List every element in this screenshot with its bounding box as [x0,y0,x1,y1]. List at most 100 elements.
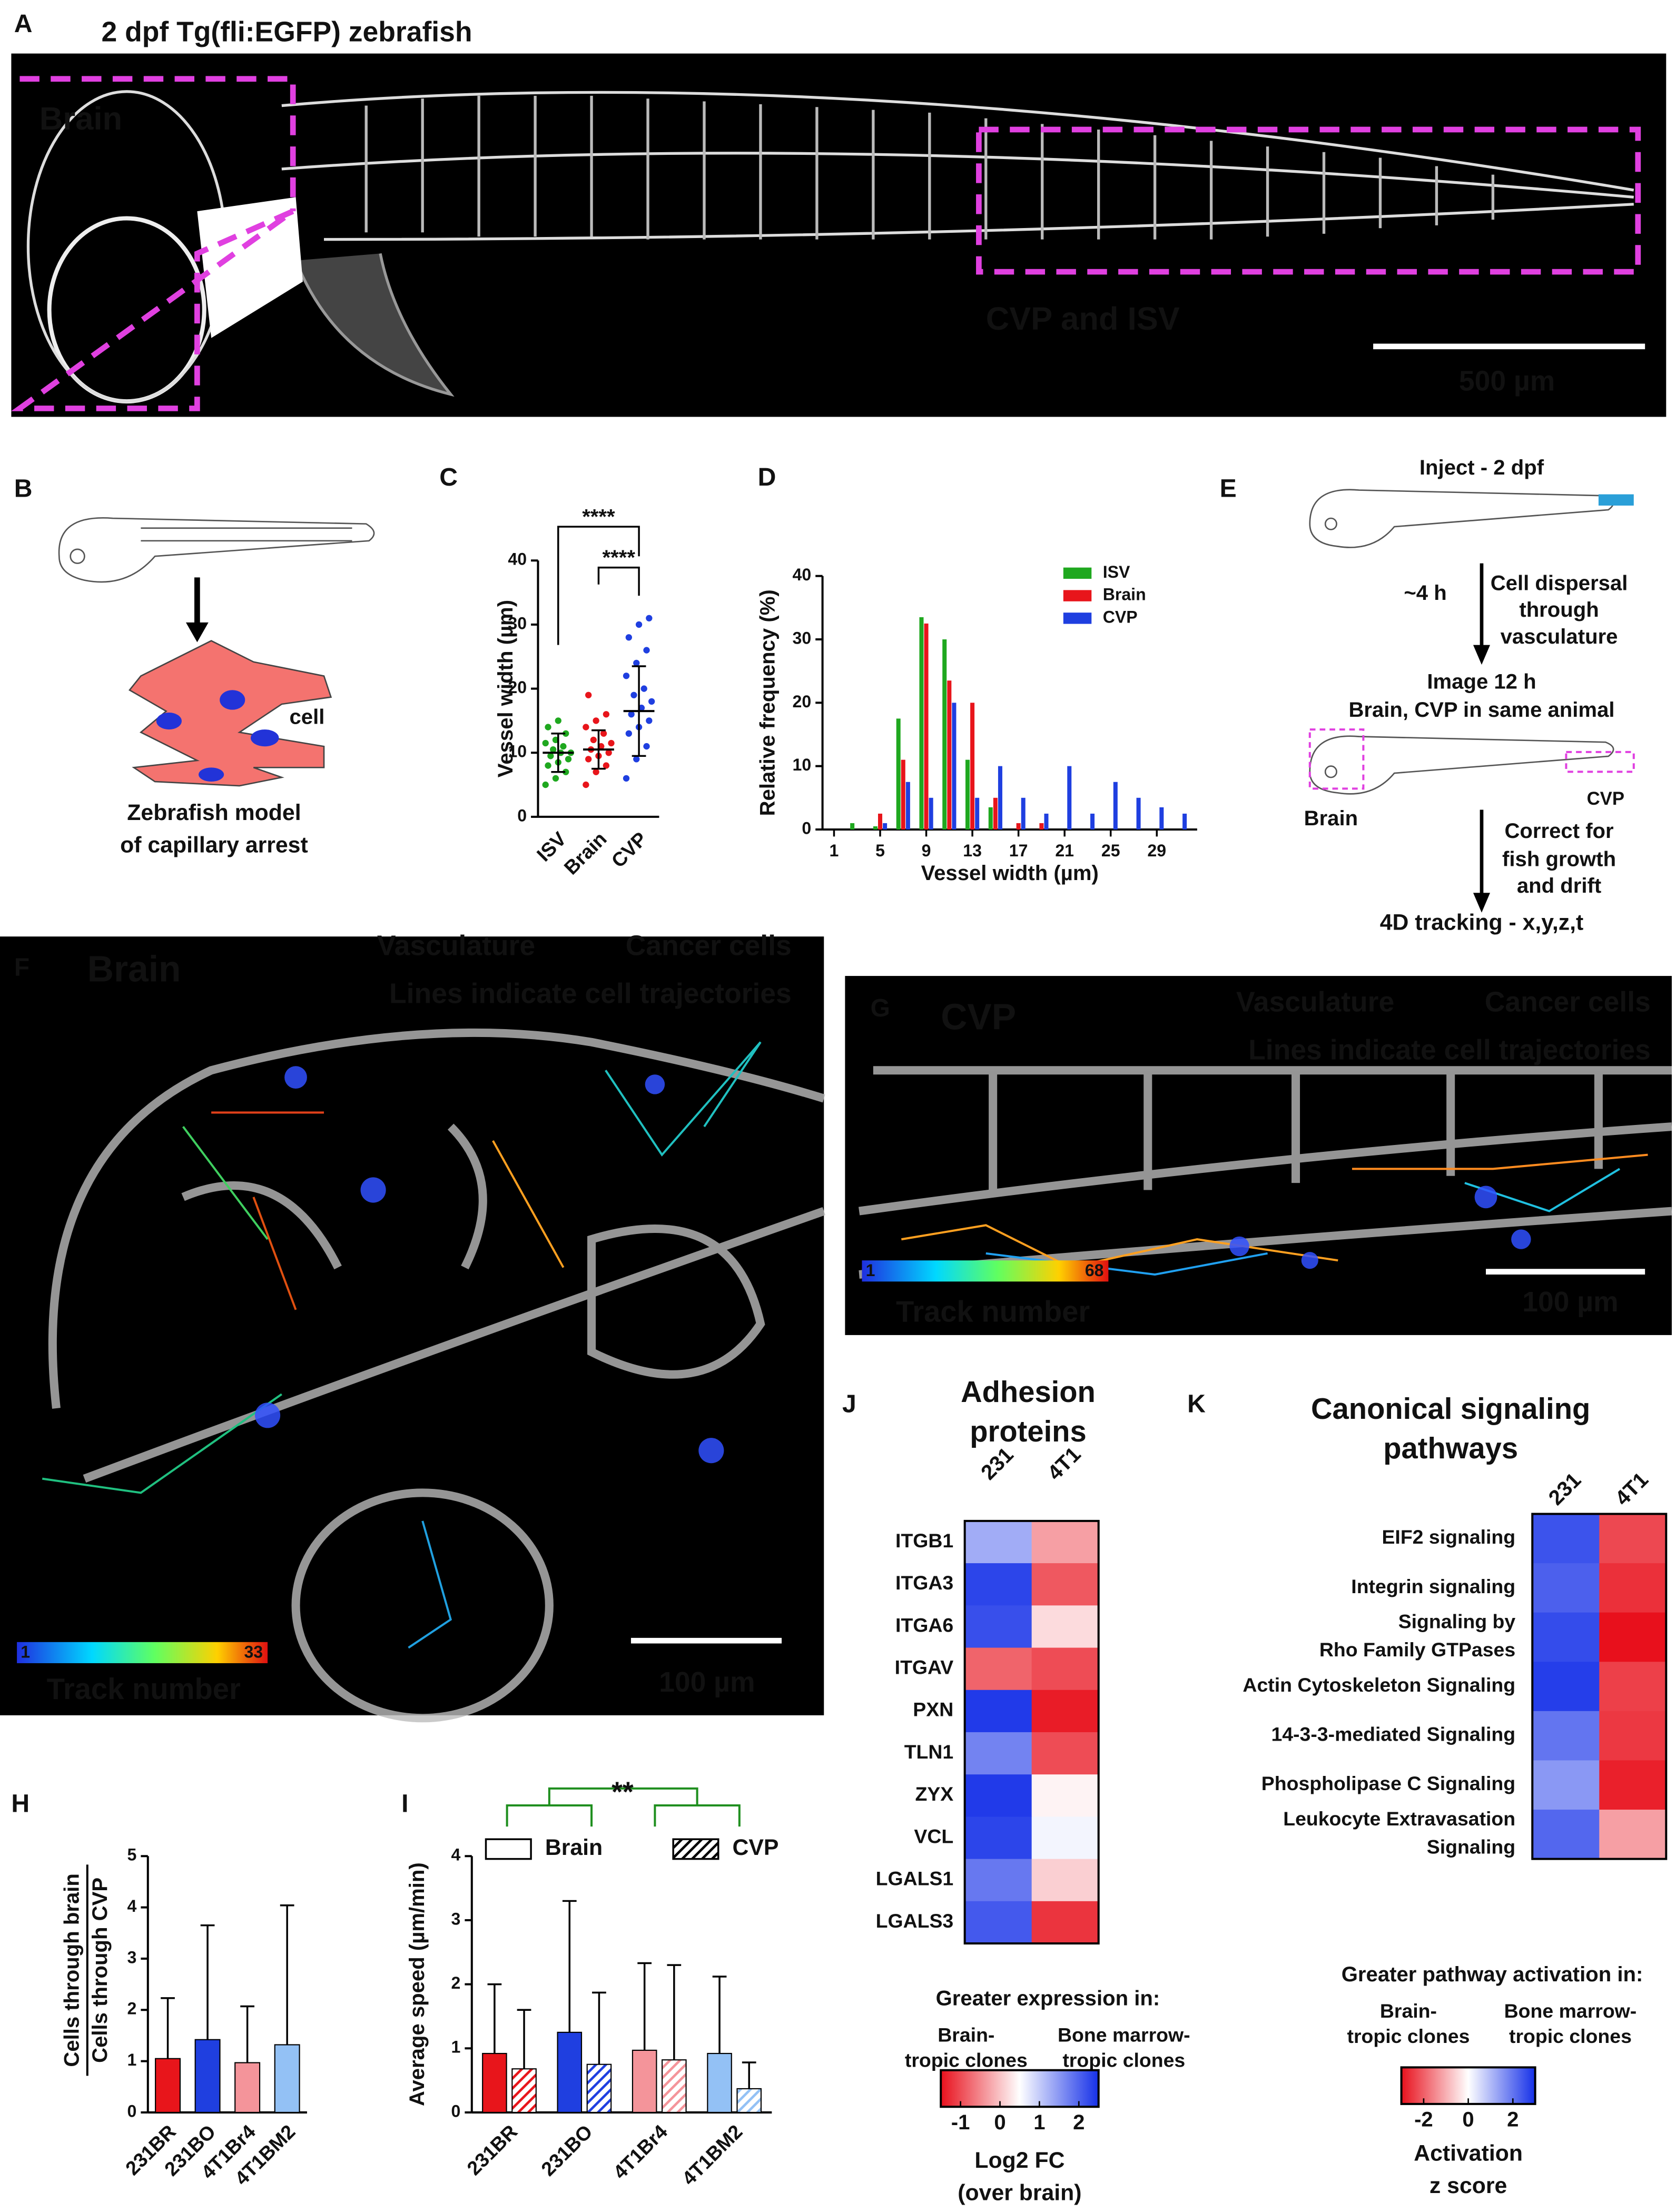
vessels-f [48,1028,825,1723]
row-label: ITGA6 [895,1614,953,1636]
heat-cell [1031,1859,1100,1902]
data-point [603,762,610,769]
heat-cell [1031,1563,1100,1606]
bar [1067,766,1072,829]
y-axis-label: Cells through CVP [88,1878,112,2063]
y-axis-label: Vessel width (µm) [494,600,517,777]
bar [883,823,888,829]
bar [919,617,924,829]
heat-cell [964,1563,1033,1606]
significance-bracket [506,1787,741,1827]
capillary-network [128,640,332,787]
data-point [633,659,640,667]
data-point [583,724,589,730]
heat-cell [1599,1810,1667,1860]
x-tick-label: 4T1BM2 [677,2120,746,2189]
legend-label: ISV [1103,562,1130,581]
panel-letter: E [1220,474,1237,502]
data-point [638,704,645,712]
label: Vasculature [377,931,535,962]
colorbar-label: z score [1429,2173,1507,2198]
data-point [552,736,559,744]
data-point [552,775,559,782]
bar [998,766,1002,829]
heat-cell [1532,1711,1600,1761]
column-label: 231 [1544,1468,1585,1509]
data-point [545,762,551,769]
legend-swatch [1063,590,1092,601]
bar [988,807,993,829]
data-point [593,717,599,724]
error-bar [592,1991,606,2065]
legend-label: Brain [1103,585,1146,604]
heat-cell [1599,1612,1667,1663]
data-point [635,621,643,628]
data-point [608,739,615,747]
data-point [605,749,612,756]
legend-label: Bone marrow- [1504,2000,1637,2022]
legend-label: CVP [732,1835,778,1860]
y-tick-label: 10 [508,742,527,761]
row-label: Signaling by [1398,1611,1516,1633]
label: ~4 h [1404,581,1446,605]
data-point [555,717,561,724]
data-point [585,756,592,763]
column-label: 4T1 [1043,1443,1085,1485]
y-tick-label: 3 [451,1909,461,1928]
label: Cell dispersal [1491,571,1628,595]
y-tick-label: 20 [508,678,527,697]
y-tick-label: 1 [451,2038,461,2057]
colorbar-tick-label: 0 [1462,2108,1474,2131]
y-tick-label: 4 [127,1897,137,1915]
x-tick-label: 25 [1101,841,1120,860]
x-tick-label: 9 [922,841,931,860]
label: Zebrafish model [127,800,301,825]
sd-bar [591,729,606,770]
error-bar [200,1924,215,2040]
label: Cancer cells [1485,987,1651,1018]
heat-cell [1599,1711,1667,1761]
heat-cell [1031,1816,1100,1860]
legend-label: Brain- [1380,2000,1437,2022]
row-label: ITGA3 [895,1572,953,1594]
data-point [648,698,655,705]
label: fish growth [1502,847,1616,871]
heat-cell [964,1901,1033,1944]
legend-label: Brain [545,1835,603,1860]
y-axis-label: Relative frequency (%) [756,589,780,816]
bar [1159,807,1164,829]
bar [234,2062,261,2114]
y-tick-label: 40 [508,550,527,569]
label: CVP [941,996,1016,1037]
legend-label: tropic clones [1347,2025,1470,2047]
heat-cell [964,1520,1033,1564]
label: Brain [87,948,181,989]
x-tick-label: 4T1Br4 [609,2120,672,2184]
colorbar-label: Activation [1414,2140,1523,2166]
data-point [590,736,597,744]
bar [632,2049,657,2114]
significance: ** [612,1777,634,1808]
heat-cell [1532,1662,1600,1712]
panel-letter: J [842,1389,856,1418]
data-point [542,781,549,788]
cells-f [254,1066,724,1464]
label: CVP [1587,789,1624,809]
row-label: Phospholipase C Signaling [1261,1772,1515,1794]
row-label: EIF2 signaling [1382,1526,1515,1548]
error-bar [562,1900,577,2032]
fish-sketch-b [58,517,375,583]
brain-roi [11,76,296,411]
heat-cell [1599,1760,1667,1811]
bar [873,826,878,829]
bar [952,703,957,829]
bar [155,2058,181,2114]
data-point [547,753,554,759]
data-point [643,647,650,654]
y-tick-label: 10 [793,755,812,774]
arrow-head-e1 [1473,645,1491,665]
bar [736,2088,762,2114]
heat-cell [964,1859,1033,1902]
bar [1021,797,1026,829]
heat-cell [1031,1690,1100,1733]
